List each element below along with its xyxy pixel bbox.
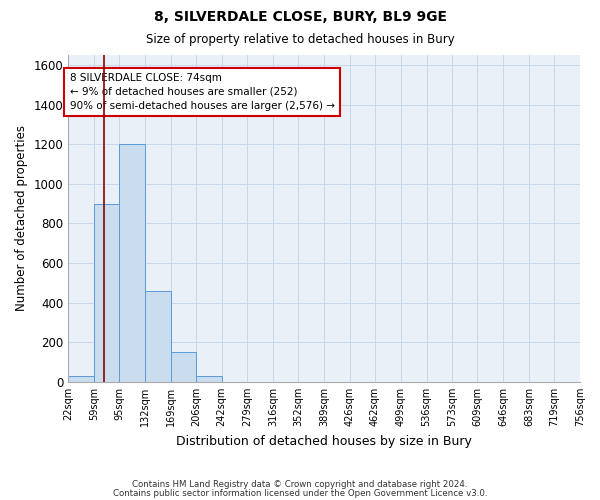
Y-axis label: Number of detached properties: Number of detached properties: [15, 126, 28, 312]
Text: 8 SILVERDALE CLOSE: 74sqm
← 9% of detached houses are smaller (252)
90% of semi-: 8 SILVERDALE CLOSE: 74sqm ← 9% of detach…: [70, 73, 335, 111]
Bar: [145, 291, 170, 382]
Text: Size of property relative to detached houses in Bury: Size of property relative to detached ho…: [146, 32, 454, 46]
Text: Contains HM Land Registry data © Crown copyright and database right 2024.: Contains HM Land Registry data © Crown c…: [132, 480, 468, 489]
Bar: [68, 376, 94, 382]
Bar: [196, 376, 222, 382]
X-axis label: Distribution of detached houses by size in Bury: Distribution of detached houses by size …: [176, 434, 472, 448]
Text: 8, SILVERDALE CLOSE, BURY, BL9 9GE: 8, SILVERDALE CLOSE, BURY, BL9 9GE: [154, 10, 446, 24]
Bar: [94, 204, 120, 382]
Text: Contains public sector information licensed under the Open Government Licence v3: Contains public sector information licen…: [113, 490, 487, 498]
Bar: [170, 352, 196, 382]
Bar: [119, 144, 145, 382]
